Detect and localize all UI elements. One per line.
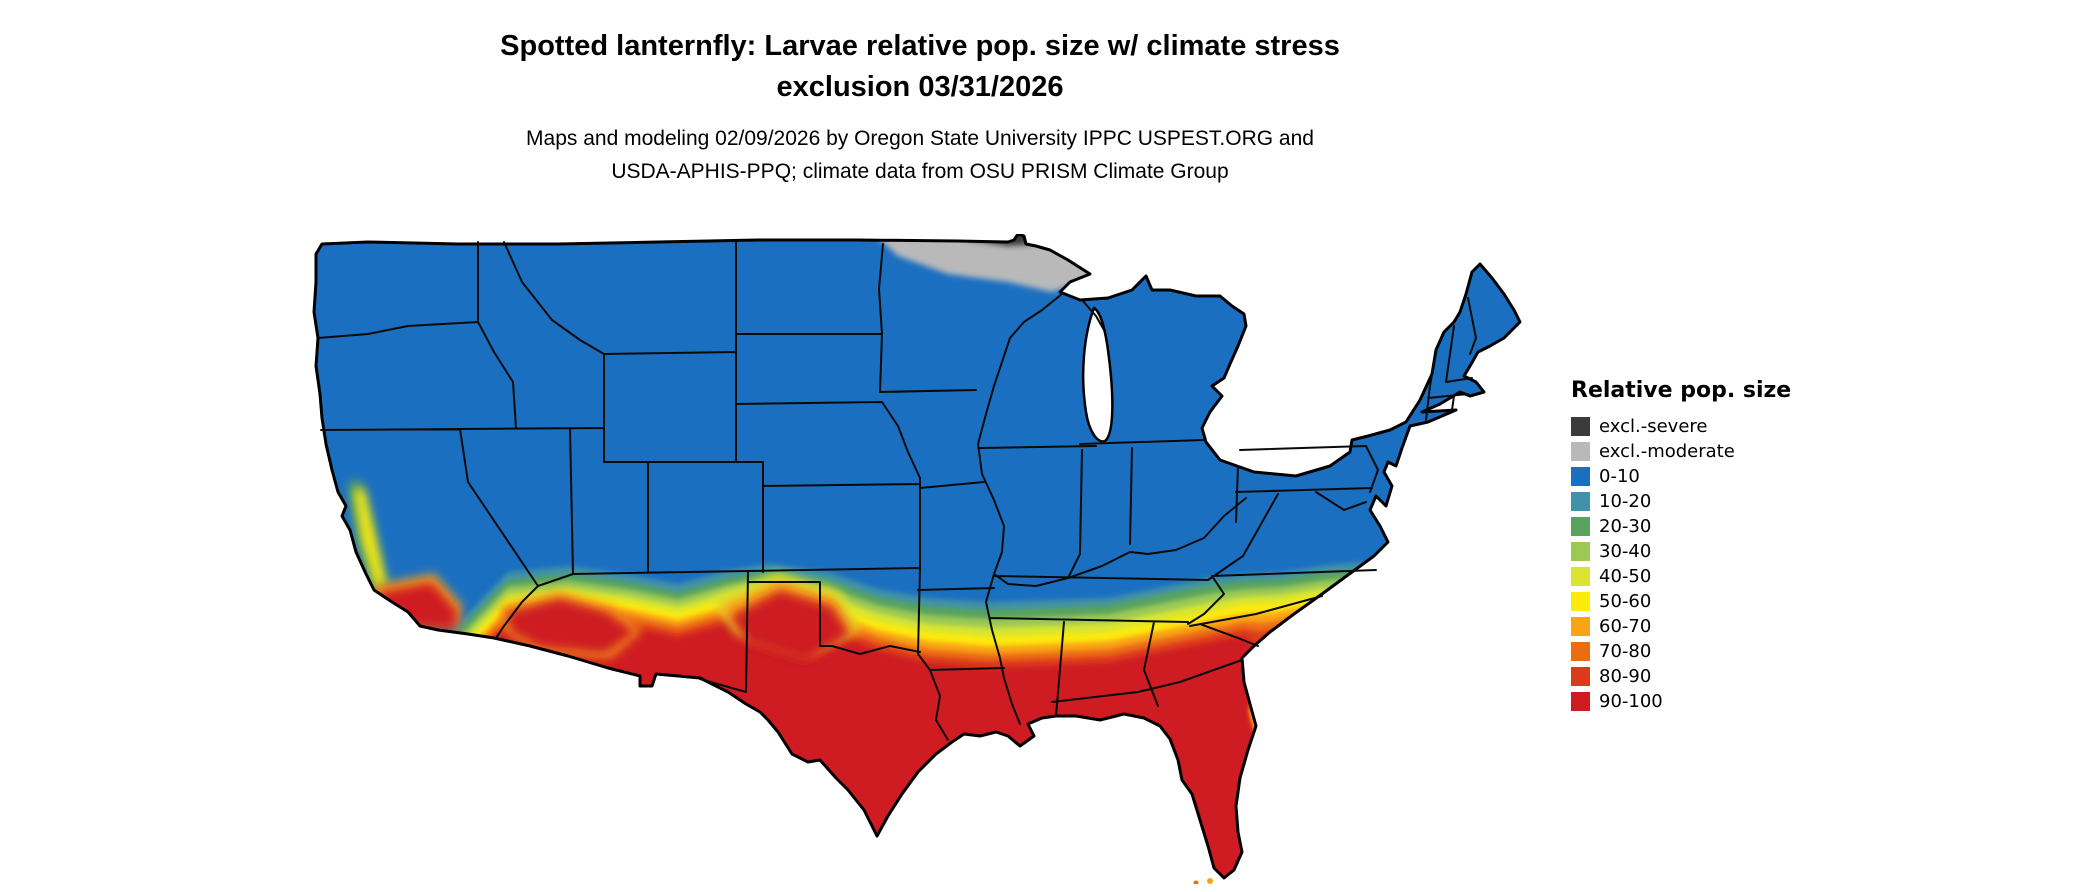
us-map-svg	[312, 234, 1522, 884]
blob-arizona-90-100	[506, 598, 636, 654]
legend-item-70-80: 70-80	[1571, 639, 1791, 664]
figure-title-line2: exclusion 03/31/2026	[776, 71, 1064, 103]
legend-item-excl-moderate: excl.-moderate	[1571, 439, 1791, 464]
us-outline	[312, 234, 1522, 880]
blob-california-valley-50-60	[354, 488, 386, 588]
legend-item-0-10: 0-10	[1571, 464, 1791, 489]
legend-swatch-20-30	[1571, 517, 1590, 536]
legend-item-50-60: 50-60	[1571, 589, 1791, 614]
legend-swatch-10-20	[1571, 492, 1590, 511]
legend-swatch-90-100	[1571, 692, 1590, 711]
legend-item-30-40: 30-40	[1571, 539, 1791, 564]
legend-label-60-70: 60-70	[1599, 616, 1652, 637]
figure-title-line1: Spotted lanternfly: Larvae relative pop.…	[500, 30, 1340, 62]
zone-0-10-base	[314, 234, 1520, 878]
legend-item-10-20: 10-20	[1571, 489, 1791, 514]
legend-swatch-0-10	[1571, 467, 1590, 486]
legend-swatch-50-60	[1571, 592, 1590, 611]
legend-swatch-70-80	[1571, 642, 1590, 661]
legend-item-60-70: 60-70	[1571, 614, 1791, 639]
legend-label-90-100: 90-100	[1599, 691, 1663, 712]
legend-swatch-60-70	[1571, 617, 1590, 636]
us-map	[308, 234, 1527, 884]
florida-keys-dot-1	[1207, 878, 1213, 884]
legend-swatch-excl-severe	[1571, 417, 1590, 436]
figure-header: Spotted lanternfly: Larvae relative pop.…	[0, 26, 1840, 188]
legend-item-80-90: 80-90	[1571, 664, 1791, 689]
legend-label-0-10: 0-10	[1599, 466, 1640, 487]
legend-label-70-80: 70-80	[1599, 641, 1652, 662]
legend-label-excl-moderate: excl.-moderate	[1599, 441, 1735, 462]
legend-label-80-90: 80-90	[1599, 666, 1652, 687]
legend-swatch-excl-moderate	[1571, 442, 1590, 461]
legend-swatch-80-90	[1571, 667, 1590, 686]
legend-item-20-30: 20-30	[1571, 514, 1791, 539]
legend-label-excl-severe: excl.-severe	[1599, 416, 1708, 437]
lake-michigan	[1081, 306, 1114, 443]
legend-label-40-50: 40-50	[1599, 566, 1652, 587]
legend: Relative pop. size excl.-severe excl.-mo…	[1571, 378, 1791, 714]
legend-label-30-40: 30-40	[1599, 541, 1652, 562]
figure-subtitle: Maps and modeling 02/09/2026 by Oregon S…	[0, 122, 1840, 188]
state-borders	[317, 241, 1477, 741]
figure-subtitle-line2: USDA-APHIS-PPQ; climate data from OSU PR…	[611, 160, 1229, 183]
legend-swatch-30-40	[1571, 542, 1590, 561]
legend-title: Relative pop. size	[1571, 378, 1792, 403]
legend-label-50-60: 50-60	[1599, 591, 1652, 612]
legend-item-excl-severe: excl.-severe	[1571, 414, 1791, 439]
legend-swatch-40-50	[1571, 567, 1590, 586]
legend-item-40-50: 40-50	[1571, 564, 1791, 589]
figure-subtitle-line1: Maps and modeling 02/09/2026 by Oregon S…	[526, 127, 1314, 150]
florida-keys-dot-2	[1193, 880, 1199, 884]
legend-label-10-20: 10-20	[1599, 491, 1652, 512]
legend-label-20-30: 20-30	[1599, 516, 1652, 537]
legend-item-90-100: 90-100	[1571, 689, 1791, 714]
map-fill-layers	[314, 234, 1520, 878]
